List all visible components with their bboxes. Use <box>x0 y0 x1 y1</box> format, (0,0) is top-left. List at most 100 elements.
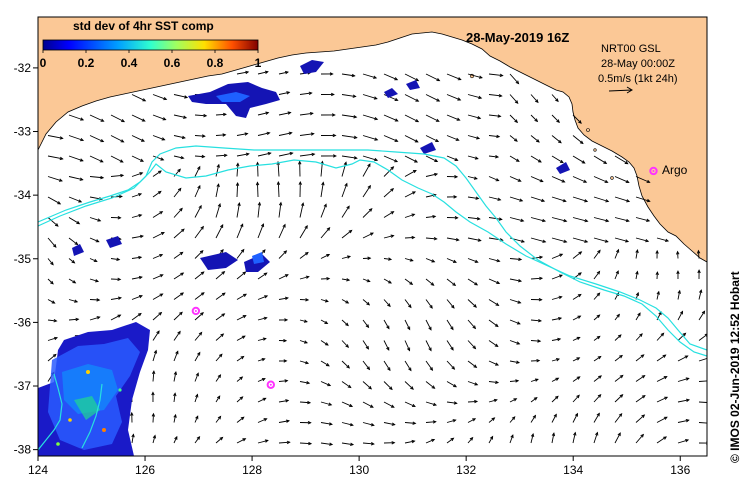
current-arrow-head <box>255 181 260 186</box>
current-arrow-head <box>450 346 454 351</box>
current-arrow-head <box>343 161 347 166</box>
current-arrow-head <box>138 275 143 280</box>
current-arrow-head <box>453 195 458 199</box>
current-arrow <box>278 71 289 75</box>
current-arrow <box>215 224 224 239</box>
current-arrow-head <box>563 239 568 243</box>
current-arrow-head <box>514 119 519 124</box>
current-arrow <box>173 393 176 403</box>
current-arrow <box>173 155 184 159</box>
current-arrow <box>47 354 57 362</box>
current-arrow-head <box>262 337 267 341</box>
current-arrow <box>635 414 645 423</box>
current-arrow-head <box>79 177 84 181</box>
current-arrow-head <box>243 293 247 297</box>
current-arrow-head <box>80 117 85 121</box>
current-arrow <box>89 278 99 282</box>
current-arrow <box>215 437 223 444</box>
current-arrow-head <box>368 385 373 390</box>
current-arrow-head <box>370 423 375 427</box>
current-arrow <box>656 333 664 341</box>
current-arrow-head <box>283 359 288 363</box>
current-arrow <box>278 274 289 280</box>
current-arrow <box>236 223 244 239</box>
current-arrow-head <box>323 203 327 208</box>
current-arrow-head <box>261 377 266 382</box>
current-arrow <box>215 416 221 423</box>
current-arrow <box>425 237 437 240</box>
current-arrow-head <box>159 274 164 278</box>
current-arrow <box>257 272 267 280</box>
current-arrow <box>446 135 459 141</box>
current-arrow-head <box>120 139 125 143</box>
current-arrow <box>320 401 332 406</box>
current-arrow-head <box>179 311 183 316</box>
current-arrow-head <box>374 137 379 141</box>
current-arrow <box>89 316 100 321</box>
current-arrow-head <box>474 399 479 404</box>
current-arrow <box>362 94 377 100</box>
current-arrow-head <box>196 435 201 440</box>
current-arrow-head <box>450 437 455 442</box>
current-arrow <box>236 356 244 362</box>
current-arrow-head <box>198 204 202 209</box>
current-arrow-head <box>616 313 620 318</box>
current-arrow-head <box>646 198 651 203</box>
current-arrow <box>488 114 501 117</box>
current-arrow <box>383 360 391 371</box>
current-arrow-head <box>640 354 645 358</box>
current-arrow-head <box>100 118 105 122</box>
current-arrow <box>110 258 120 261</box>
current-arrow <box>341 442 354 446</box>
current-arrow <box>110 297 122 300</box>
current-arrow-head <box>139 172 144 176</box>
current-arrow <box>404 381 414 390</box>
current-arrow <box>698 310 705 321</box>
current-arrow-head <box>222 112 227 117</box>
current-arrow <box>593 176 608 183</box>
current-arrow-head <box>326 227 331 231</box>
current-arrow-head <box>431 385 436 389</box>
current-arrow-head <box>656 290 660 295</box>
current-arrow <box>362 232 374 239</box>
current-arrow-head <box>407 326 411 331</box>
current-arrow-head <box>497 114 502 118</box>
current-arrow <box>257 223 264 239</box>
current-arrow <box>572 114 582 124</box>
current-arrow <box>488 155 499 158</box>
current-arrow <box>320 254 330 259</box>
current-arrow-head <box>559 159 564 164</box>
current-arrow-head <box>52 353 57 358</box>
current-arrow-head <box>370 442 375 446</box>
current-arrow-head <box>434 158 439 163</box>
current-arrow-head <box>455 237 460 242</box>
current-arrow-head <box>245 70 250 75</box>
current-arrow-head <box>435 118 440 122</box>
current-arrow <box>551 317 562 321</box>
current-arrow <box>383 381 393 390</box>
current-arrow <box>341 205 350 218</box>
current-arrow <box>131 295 143 300</box>
current-arrow-head <box>530 433 535 438</box>
current-arrow <box>320 340 329 346</box>
current-arrow-head <box>538 297 543 302</box>
current-arrow-head <box>495 362 499 366</box>
current-arrow-head <box>346 205 350 210</box>
current-arrow <box>635 271 638 280</box>
x-tick-label: 130 <box>349 463 369 477</box>
current-arrow <box>677 399 690 403</box>
current-arrow-head <box>707 401 710 404</box>
current-arrow-head <box>415 118 420 123</box>
current-arrow-head <box>54 336 59 341</box>
current-arrow <box>509 434 514 444</box>
current-arrow-head <box>221 270 226 275</box>
current-arrow <box>173 331 181 341</box>
current-arrow-head <box>345 344 350 348</box>
current-arrow <box>467 360 477 368</box>
current-arrow-head <box>264 439 269 443</box>
current-arrow <box>89 217 101 222</box>
current-arrow-head <box>76 220 81 225</box>
current-arrow-head <box>646 179 651 183</box>
current-arrow-head <box>324 299 329 303</box>
current-arrow <box>467 135 480 139</box>
